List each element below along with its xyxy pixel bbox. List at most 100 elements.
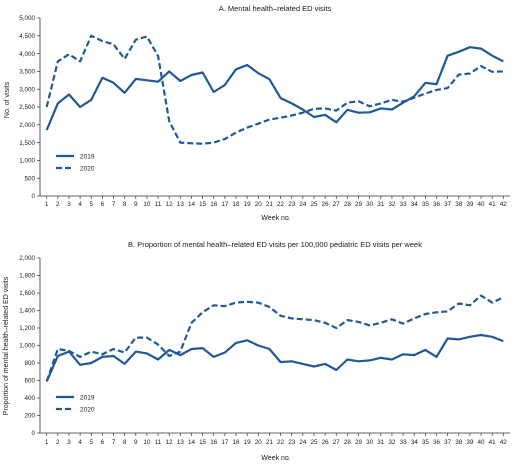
panel-a-x-tick-label: 30 bbox=[366, 201, 374, 208]
panel-a: A. Mental health–related ED visits No. o… bbox=[4, 4, 510, 222]
panel-b-x-tick-label: 23 bbox=[288, 439, 296, 446]
panel-b-x-tick-label: 24 bbox=[299, 439, 307, 446]
panel-a-series-line-2020 bbox=[45, 34, 504, 145]
panel-b-x-tick-label: 2 bbox=[56, 439, 60, 446]
panel-b-x-tick-label: 42 bbox=[500, 439, 508, 446]
panel-b-x-tick-label: 30 bbox=[366, 439, 374, 446]
panel-b-y-tick-label: 400 bbox=[24, 395, 35, 402]
panel-b-x-tick-label: 14 bbox=[188, 439, 196, 446]
panel-a-x-tick-label: 29 bbox=[355, 201, 363, 208]
panel-a-x-tick-label: 10 bbox=[143, 201, 151, 208]
panel-a-x-tick-label: 7 bbox=[112, 201, 116, 208]
panel-a-x-tick-label: 5 bbox=[89, 201, 93, 208]
panel-b-y-tick-label: 1,600 bbox=[19, 290, 35, 297]
panel-a-x-tick-label: 14 bbox=[188, 201, 196, 208]
panel-b-y-tick-label: 1,400 bbox=[19, 308, 35, 315]
panel-b-y-tick-label: 1,800 bbox=[19, 273, 35, 280]
panel-b-x-tick-label: 22 bbox=[277, 439, 285, 446]
panel-a-legend-label-2020: 2020 bbox=[80, 165, 95, 172]
panel-b-x-tick-label: 21 bbox=[266, 439, 274, 446]
panel-a-y-tick-label: 5,000 bbox=[19, 15, 35, 22]
panel-a-y-tick-label: 2,500 bbox=[19, 104, 35, 111]
panel-a-x-tick-label: 17 bbox=[221, 201, 229, 208]
panel-b-x-axis-label: Week no. bbox=[261, 455, 290, 462]
panel-a-legend-label-2019: 2019 bbox=[80, 153, 95, 160]
panel-a-x-tick-label: 23 bbox=[288, 201, 296, 208]
panel-b-legend-label-2019: 2019 bbox=[80, 394, 95, 401]
panel-b-x-tick-label: 35 bbox=[422, 439, 430, 446]
panel-b-x-tick-label: 6 bbox=[101, 439, 105, 446]
panel-a-x-tick-label: 31 bbox=[377, 201, 385, 208]
panel-a-y-tick-label: 4,000 bbox=[19, 51, 35, 58]
panel-b-x-tick-label: 3 bbox=[67, 439, 71, 446]
panel-a-series-line-2019 bbox=[45, 46, 504, 131]
panel-a-x-tick-label: 39 bbox=[466, 201, 474, 208]
panel-a-x-tick-label: 13 bbox=[177, 201, 185, 208]
panel-a-x-tick-label: 8 bbox=[123, 201, 127, 208]
panel-b-x-tick-label: 40 bbox=[478, 439, 486, 446]
panel-b: B. Proportion of mental health–related E… bbox=[3, 240, 510, 462]
panel-b-x-tick-label: 34 bbox=[411, 439, 419, 446]
panel-b-x-tick-label: 8 bbox=[123, 439, 127, 446]
panel-a-y-tick-label: 2,000 bbox=[19, 122, 35, 129]
panel-b-x-tick-label: 4 bbox=[78, 439, 82, 446]
panel-b-x-tick-label: 16 bbox=[210, 439, 218, 446]
panel-b-y-axis-label: Proportion of mental health–related ED v… bbox=[3, 276, 10, 415]
panel-b-title: B. Proportion of mental health–related E… bbox=[128, 240, 422, 249]
panel-b-x-tick-label: 19 bbox=[244, 439, 252, 446]
panel-b-x-tick-label: 32 bbox=[388, 439, 396, 446]
panel-a-x-tick-label: 35 bbox=[422, 201, 430, 208]
panel-a-x-tick-label: 27 bbox=[333, 201, 341, 208]
panel-a-x-tick-label: 2 bbox=[56, 201, 60, 208]
panel-a-y-tick-label: 0 bbox=[31, 193, 35, 200]
panel-b-x-tick-label: 25 bbox=[310, 439, 318, 446]
panel-a-x-tick-label: 40 bbox=[478, 201, 486, 208]
panel-a-y-tick-label: 500 bbox=[24, 175, 35, 182]
panel-b-x-tick-label: 18 bbox=[233, 439, 241, 446]
panel-b-series-line-2019 bbox=[45, 333, 504, 382]
panel-b-legend-label-2020: 2020 bbox=[80, 406, 95, 413]
panel-a-x-tick-label: 28 bbox=[344, 201, 352, 208]
panel-b-y-tick-label: 800 bbox=[24, 360, 35, 367]
panel-b-x-tick-label: 33 bbox=[400, 439, 408, 446]
panel-b-y-tick-label: 2,000 bbox=[19, 255, 35, 262]
panel-b-x-tick-label: 5 bbox=[89, 439, 93, 446]
panel-a-x-tick-label: 24 bbox=[299, 201, 307, 208]
panel-a-x-tick-label: 38 bbox=[455, 201, 463, 208]
panel-b-x-tick-label: 27 bbox=[333, 439, 341, 446]
panel-a-x-tick-label: 3 bbox=[67, 201, 71, 208]
panel-b-x-tick-label: 1 bbox=[45, 439, 49, 446]
panel-a-x-tick-label: 6 bbox=[101, 201, 105, 208]
panel-b-y-tick-label: 1,000 bbox=[19, 343, 35, 350]
panel-b-x-tick-label: 17 bbox=[221, 439, 229, 446]
panel-a-x-axis-label: Week no. bbox=[261, 215, 290, 222]
panel-a-x-tick-label: 34 bbox=[411, 201, 419, 208]
panel-a-x-tick-label: 36 bbox=[433, 201, 441, 208]
panel-a-x-tick-label: 15 bbox=[199, 201, 207, 208]
panel-b-x-tick-label: 38 bbox=[455, 439, 463, 446]
panel-b-x-tick-label: 10 bbox=[143, 439, 151, 446]
panel-b-x-tick-label: 37 bbox=[444, 439, 452, 446]
panel-b-x-tick-label: 13 bbox=[177, 439, 185, 446]
panel-b-y-tick-label: 1,200 bbox=[19, 325, 35, 332]
panel-a-x-tick-label: 22 bbox=[277, 201, 285, 208]
panel-a-x-tick-label: 20 bbox=[255, 201, 263, 208]
panel-a-x-tick-label: 42 bbox=[500, 201, 508, 208]
panel-a-x-tick-label: 32 bbox=[388, 201, 396, 208]
panel-a-x-tick-label: 26 bbox=[322, 201, 330, 208]
panel-b-series-line-2020 bbox=[45, 294, 504, 382]
panel-a-y-tick-label: 1,500 bbox=[19, 140, 35, 147]
panel-a-y-tick-label: 4,500 bbox=[19, 33, 35, 40]
panel-b-x-tick-label: 39 bbox=[466, 439, 474, 446]
panel-a-x-tick-label: 12 bbox=[166, 201, 174, 208]
panel-a-y-tick-label: 1,000 bbox=[19, 158, 35, 165]
panel-b-y-tick-label: 200 bbox=[24, 413, 35, 420]
panel-a-x-tick-label: 33 bbox=[400, 201, 408, 208]
panel-a-title: A. Mental health–related ED visits bbox=[219, 4, 332, 13]
panel-a-y-tick-label: 3,000 bbox=[19, 86, 35, 93]
panel-b-x-tick-label: 15 bbox=[199, 439, 207, 446]
panel-b-y-tick-label: 600 bbox=[24, 378, 35, 385]
panel-a-x-tick-label: 19 bbox=[244, 201, 252, 208]
